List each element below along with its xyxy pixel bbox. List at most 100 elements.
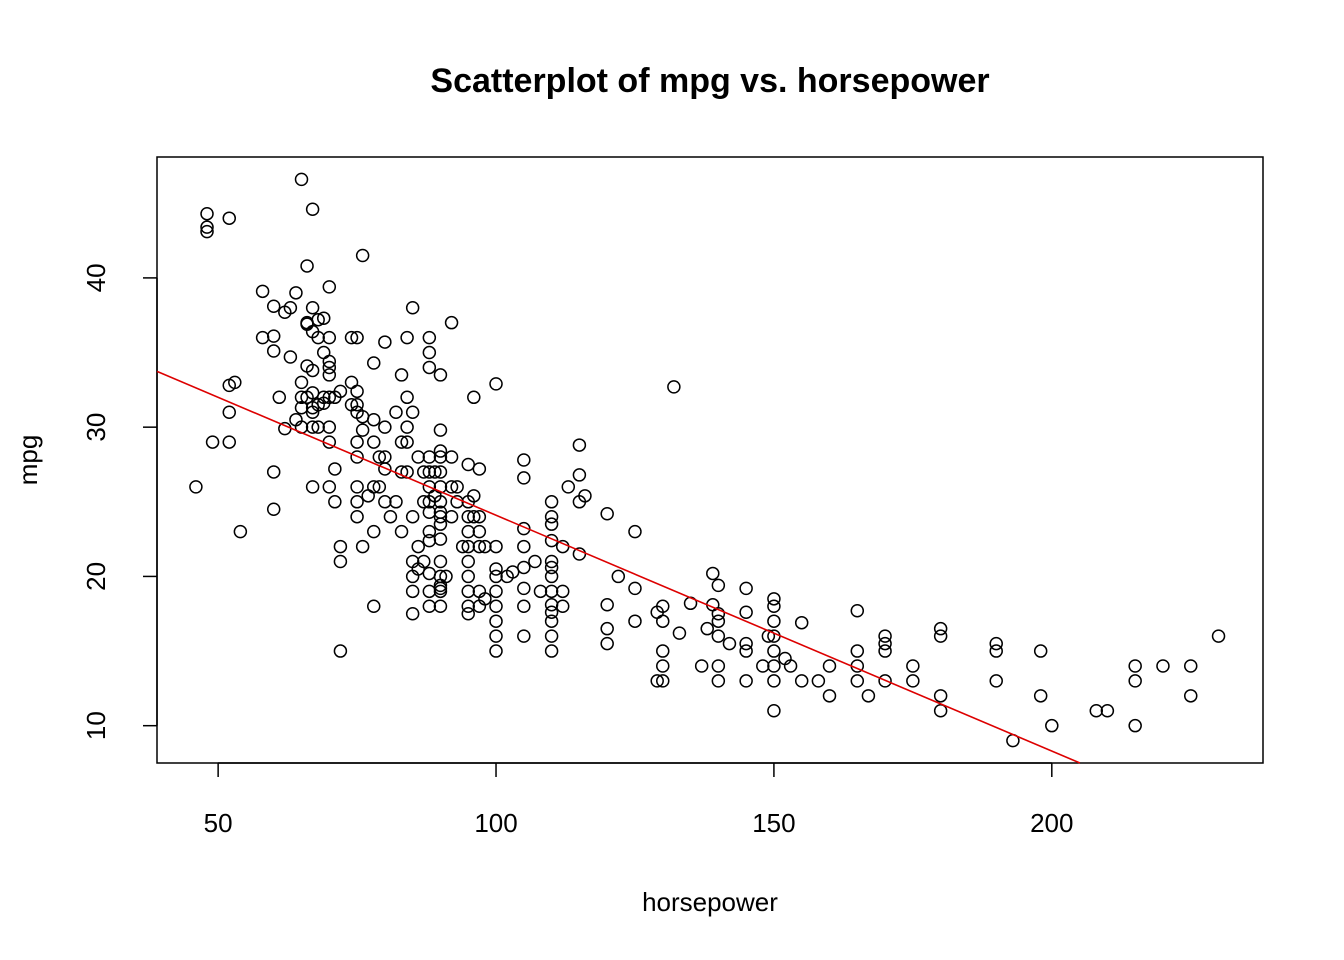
data-point [794, 615, 809, 630]
data-point [350, 384, 364, 399]
data-point [461, 599, 475, 614]
data-point [294, 172, 309, 187]
data-point [400, 435, 414, 449]
data-point [461, 509, 475, 524]
data-point [544, 569, 559, 584]
data-point [350, 495, 364, 509]
data-point [389, 495, 403, 509]
data-point [472, 539, 487, 554]
data-point [933, 689, 948, 703]
data-point [444, 480, 459, 494]
data-point [544, 614, 559, 628]
data-point [422, 584, 437, 599]
data-point [283, 350, 298, 364]
data-point [333, 384, 348, 399]
data-point [1033, 689, 1048, 703]
data-point [711, 606, 726, 621]
data-point [405, 606, 420, 621]
data-point [706, 566, 720, 581]
data-point [422, 345, 437, 360]
data-point [767, 592, 781, 606]
data-point [322, 390, 337, 405]
data-point [1211, 629, 1226, 643]
data-point [350, 330, 364, 345]
data-point [367, 356, 381, 370]
data-point [517, 581, 531, 596]
data-point [517, 539, 531, 554]
data-point [489, 599, 503, 614]
data-point [878, 644, 892, 658]
data-point [544, 584, 559, 599]
data-point [1128, 718, 1142, 733]
data-point [433, 599, 448, 614]
data-point [411, 539, 425, 554]
data-point [711, 614, 726, 628]
data-point [200, 220, 214, 234]
data-point [767, 644, 781, 658]
data-point [517, 521, 531, 536]
y-tick-label: 40 [81, 263, 111, 292]
data-point [711, 629, 726, 643]
data-point [378, 495, 392, 509]
data-point [400, 330, 414, 345]
data-point [294, 401, 309, 415]
data-point [650, 674, 664, 688]
data-point [433, 465, 448, 479]
data-point [433, 495, 448, 509]
data-point [694, 659, 709, 673]
data-point [266, 465, 281, 479]
regression-line [156, 370, 1081, 764]
data-point [422, 566, 437, 581]
data-point [656, 614, 670, 628]
data-point [489, 614, 503, 628]
data-point [205, 435, 220, 449]
data-point [367, 524, 381, 539]
data-point [767, 614, 781, 628]
data-point [322, 420, 337, 434]
data-point [372, 480, 387, 494]
data-point [544, 517, 559, 531]
data-point [600, 506, 614, 521]
data-point [322, 330, 337, 345]
data-point [461, 554, 475, 569]
data-point [422, 505, 437, 519]
data-point [450, 480, 464, 494]
data-point [305, 301, 320, 315]
data-point [333, 539, 348, 554]
data-point [461, 539, 475, 554]
data-point [850, 674, 865, 688]
data-point [711, 578, 726, 593]
data-point [739, 644, 753, 658]
data-point [422, 524, 437, 539]
data-point [455, 539, 470, 554]
data-point [200, 206, 214, 221]
data-point [422, 360, 437, 375]
data-point [1128, 659, 1142, 673]
data-point [989, 636, 1003, 651]
chart-title: Scatterplot of mpg vs. horsepower [430, 62, 989, 100]
data-point [739, 636, 753, 651]
data-point [517, 560, 531, 575]
data-point [628, 581, 642, 596]
data-point [266, 329, 281, 343]
data-point [572, 547, 587, 561]
data-point [989, 644, 1003, 658]
data-point [222, 405, 237, 419]
data-point [272, 390, 287, 405]
y-tick-label: 10 [81, 711, 111, 740]
data-point [600, 598, 614, 612]
data-point [472, 524, 487, 539]
data-point [611, 569, 626, 584]
data-point [528, 554, 542, 569]
data-point [333, 644, 348, 658]
data-point [311, 420, 325, 434]
data-point [394, 368, 409, 382]
data-point [411, 450, 425, 464]
data-point [378, 335, 392, 349]
data-point [378, 420, 392, 434]
data-point [322, 368, 337, 382]
data-point [739, 581, 753, 596]
data-point [572, 438, 587, 452]
data-point [439, 569, 453, 584]
data-point [461, 457, 475, 472]
